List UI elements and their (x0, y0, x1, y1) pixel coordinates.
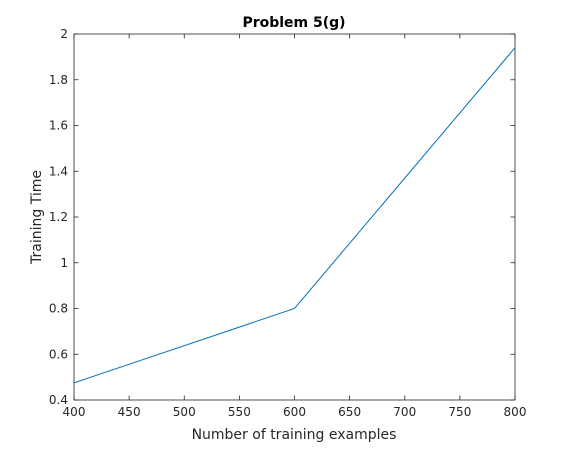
y-tick-label: 1.8 (49, 73, 68, 87)
x-tick-label: 600 (283, 405, 306, 419)
y-tick-label: 1.2 (49, 210, 68, 224)
x-tick-label: 500 (173, 405, 196, 419)
x-tick-label: 750 (448, 405, 471, 419)
y-tick-label: 1 (60, 256, 68, 270)
x-tick-label: 700 (393, 405, 416, 419)
x-tick-label: 400 (63, 405, 86, 419)
y-axis-label: Training Time (29, 170, 45, 265)
y-tick-label: 0.8 (49, 302, 68, 316)
y-tick-label: 1.6 (49, 119, 68, 133)
x-tick-label: 550 (228, 405, 251, 419)
series-line (73, 47, 516, 384)
y-tick-label: 1.4 (49, 164, 68, 178)
x-axis-label: Number of training examples (192, 427, 397, 443)
x-tick-label: 450 (118, 405, 141, 419)
x-axis-ticks: 400 450 500 550 600 650 700 750 800 (63, 34, 527, 419)
plot-area (73, 33, 516, 401)
x-tick-label: 650 (338, 405, 361, 419)
x-tick-label: 800 (504, 405, 527, 419)
y-axis-ticks: 0.4 0.6 0.8 1 1.2 1.4 1.6 1.8 2 (49, 27, 515, 407)
series-layer (73, 47, 516, 384)
chart-title: Problem 5(g) (242, 15, 345, 31)
y-tick-label: 0.6 (49, 347, 68, 361)
y-tick-label: 2 (60, 27, 68, 41)
y-tick-label: 0.4 (49, 393, 68, 407)
